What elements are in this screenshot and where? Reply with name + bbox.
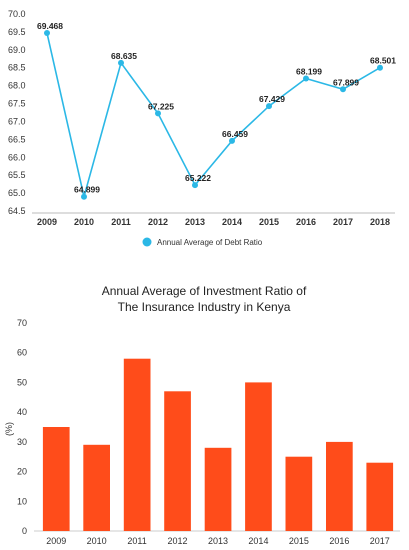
line-y-tick-label: 65.0 — [8, 188, 26, 198]
debt-ratio-data-label: 68.501 — [370, 56, 396, 66]
bar-y-tick-label: 40 — [17, 407, 27, 417]
bar-y-tick-label: 10 — [17, 496, 27, 506]
debt-ratio-point — [303, 75, 309, 82]
bar-y-tick-label: 0 — [22, 526, 27, 536]
bar-chart-subtitle: The Insurance Industry in Kenya — [118, 300, 291, 314]
investment-ratio-bar — [123, 358, 151, 531]
line-y-tick-label: 69.5 — [8, 27, 26, 37]
bar-x-tick-label: 2014 — [248, 536, 268, 546]
debt-ratio-data-label: 68.635 — [111, 51, 137, 61]
investment-ratio-bar-chart: Annual Average of Investment Ratio of Th… — [4, 284, 400, 546]
bar-x-tick-label: 2010 — [87, 536, 107, 546]
investment-ratio-bar — [83, 444, 110, 531]
debt-ratio-data-label: 67.429 — [259, 94, 285, 104]
bar-y-tick-label: 20 — [17, 467, 27, 477]
investment-ratio-bar — [285, 456, 313, 531]
debt-ratio-data-label: 66.459 — [222, 129, 248, 139]
investment-ratio-bar — [245, 382, 272, 531]
bar-y-tick-label: 70 — [17, 318, 27, 328]
line-y-tick-label: 66.5 — [8, 134, 26, 144]
debt-ratio-point — [377, 64, 383, 71]
debt-ratio-point — [266, 103, 272, 110]
line-x-tick-label: 2014 — [222, 217, 242, 227]
investment-ratio-bar — [42, 427, 70, 531]
debt-ratio-point — [81, 193, 87, 200]
bar-y-axis-label: (%) — [4, 422, 14, 436]
investment-ratio-bar — [366, 462, 394, 531]
line-y-tick-label: 67.5 — [8, 99, 26, 109]
debt-ratio-data-label: 65.222 — [185, 173, 211, 183]
line-y-tick-label: 64.5 — [8, 206, 26, 216]
debt-ratio-point — [155, 110, 161, 117]
bar-x-tick-label: 2017 — [370, 536, 390, 546]
line-x-tick-label: 2011 — [111, 217, 131, 227]
line-x-tick-label: 2010 — [74, 217, 94, 227]
debt-ratio-data-label: 69.468 — [37, 21, 63, 31]
debt-ratio-line-chart: 64.5 65.0 65.5 66.0 66.5 67.0 67.5 68.0 68.5 69.0… — [8, 9, 396, 247]
debt-ratio-point — [340, 86, 346, 93]
debt-ratio-point — [192, 182, 198, 189]
legend-label: Annual Average of Debt Ratio — [157, 238, 263, 247]
line-x-tick-label: 2012 — [148, 217, 168, 227]
debt-ratio-point — [44, 30, 50, 37]
line-x-tick-label: 2017 — [333, 217, 353, 227]
line-y-tick-label: 65.5 — [8, 170, 26, 180]
investment-ratio-bar — [204, 447, 232, 531]
debt-ratio-data-label: 68.199 — [296, 67, 322, 77]
line-y-tick-label: 67.0 — [8, 116, 26, 126]
line-y-tick-label: 68.0 — [8, 81, 26, 91]
line-x-tick-label: 2015 — [259, 217, 279, 227]
line-y-tick-label: 66.0 — [8, 152, 26, 162]
debt-ratio-data-label: 64.899 — [74, 185, 100, 195]
bar-x-tick-label: 2015 — [289, 536, 309, 546]
bar-y-tick-label: 50 — [17, 377, 27, 387]
debt-ratio-series-line — [46, 32, 381, 197]
debt-ratio-point — [229, 137, 235, 144]
bar-y-tick-label: 60 — [17, 348, 27, 358]
bar-x-tick-label: 2013 — [208, 536, 228, 546]
line-y-tick-label: 68.5 — [8, 63, 26, 73]
bar-x-tick-label: 2012 — [168, 536, 188, 546]
debt-ratio-data-label: 67.899 — [333, 77, 359, 87]
investment-ratio-bar — [326, 441, 353, 531]
line-x-tick-label: 2013 — [185, 217, 205, 227]
line-x-tick-label: 2009 — [37, 217, 57, 227]
bar-y-tick-label: 30 — [17, 437, 27, 447]
bar-chart-title: Annual Average of Investment Ratio of — [102, 284, 307, 298]
line-x-tick-label: 2016 — [296, 217, 316, 227]
line-x-tick-label: 2018 — [370, 217, 390, 227]
bar-x-tick-label: 2009 — [46, 536, 66, 546]
investment-ratio-bar — [164, 391, 191, 531]
line-y-tick-label: 70.0 — [8, 9, 26, 19]
legend-marker — [142, 237, 152, 247]
bar-x-tick-label: 2011 — [127, 536, 146, 546]
line-y-tick-label: 69.0 — [8, 45, 26, 55]
debt-ratio-data-label: 67.225 — [148, 101, 174, 111]
debt-ratio-point — [118, 59, 124, 66]
bar-x-tick-label: 2016 — [329, 536, 349, 546]
